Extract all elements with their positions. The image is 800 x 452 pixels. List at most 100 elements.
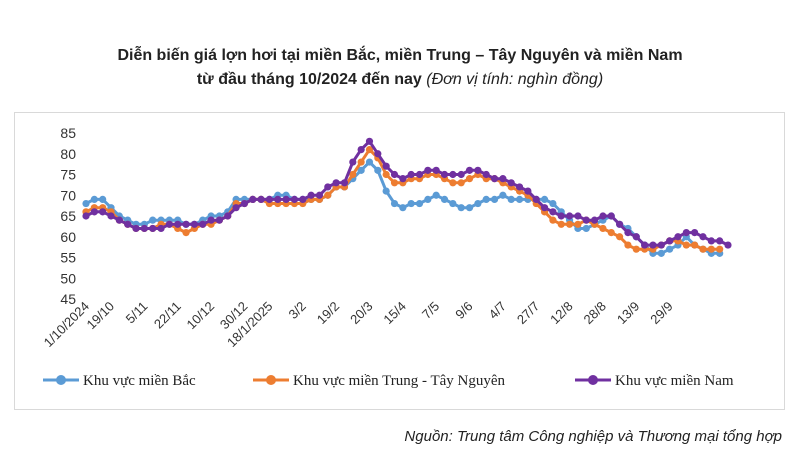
data-point (657, 249, 665, 257)
x-tick-label: 19/10 (84, 299, 118, 333)
data-point (424, 166, 432, 174)
data-point (399, 204, 407, 212)
data-point (82, 199, 90, 208)
x-tick-label: 12/8 (547, 299, 576, 328)
legend-marker-1 (56, 375, 66, 385)
x-tick-label: 19/2 (314, 299, 343, 328)
data-point (549, 208, 557, 216)
data-point (290, 195, 299, 203)
x-tick-label: 13/9 (614, 299, 643, 328)
data-point (465, 175, 474, 183)
data-point (649, 241, 657, 249)
data-point (540, 195, 549, 203)
x-tick-label: 3/2 (286, 299, 309, 322)
data-point (115, 216, 123, 224)
data-point (582, 216, 590, 224)
data-point (524, 187, 532, 195)
chart-title: Diễn biến giá lợn hơi tại miền Bắc, miền… (0, 44, 800, 92)
data-point (599, 212, 607, 220)
data-point (682, 229, 690, 237)
data-point (549, 216, 557, 224)
x-tick-label: 10/12 (184, 299, 218, 333)
data-point (90, 208, 98, 216)
data-point (399, 175, 407, 183)
data-point (249, 195, 257, 203)
data-point (390, 170, 399, 179)
data-point (199, 220, 207, 228)
data-point (549, 199, 557, 208)
data-point (457, 204, 465, 212)
data-point (265, 195, 274, 203)
data-point (599, 224, 607, 233)
y-tick-label: 60 (60, 229, 76, 245)
y-tick-label: 80 (60, 146, 76, 162)
data-point (99, 208, 107, 216)
data-point (449, 170, 457, 179)
data-point (474, 199, 482, 208)
data-point (465, 166, 474, 174)
data-point (457, 179, 465, 187)
data-point (340, 179, 349, 187)
data-point (299, 195, 307, 203)
data-point (240, 199, 249, 208)
x-tick-label: 4/7 (486, 299, 509, 322)
data-point (449, 199, 457, 208)
data-point (565, 220, 574, 228)
data-point (557, 212, 565, 220)
data-point (691, 241, 699, 249)
data-point (557, 220, 565, 228)
y-tick-label: 65 (60, 208, 76, 224)
data-point (324, 183, 332, 191)
data-point (716, 237, 724, 245)
legend-marker-3 (588, 375, 598, 385)
data-point (357, 166, 365, 174)
data-point (624, 241, 632, 249)
data-point (490, 175, 499, 183)
data-point (590, 216, 599, 224)
data-point (707, 237, 715, 245)
x-tick-label: 28/8 (581, 299, 610, 328)
x-tick-label: 20/3 (347, 299, 376, 328)
data-point (365, 158, 374, 166)
data-point (282, 195, 290, 203)
data-point (507, 195, 515, 203)
data-point (574, 212, 582, 220)
data-point (482, 195, 490, 203)
data-point (140, 224, 148, 233)
data-point (190, 220, 198, 228)
data-point (724, 241, 732, 249)
data-point (699, 245, 707, 253)
data-point (440, 170, 449, 179)
data-point (540, 204, 549, 212)
data-point (515, 195, 524, 203)
data-point (616, 220, 624, 228)
data-point (382, 162, 390, 170)
data-point (499, 175, 507, 183)
data-point (365, 137, 374, 145)
source-note: Nguồn: Trung tâm Công nghiệp và Thương m… (404, 428, 782, 445)
data-point (357, 146, 365, 154)
data-point (382, 170, 390, 179)
data-point (716, 245, 724, 253)
data-point (182, 229, 190, 237)
data-point (632, 233, 640, 241)
data-point (515, 183, 524, 191)
data-point (174, 220, 182, 228)
data-point (215, 216, 224, 224)
x-tick-label: 27/7 (514, 299, 543, 328)
data-point (432, 191, 440, 199)
data-point (699, 233, 707, 241)
data-point (415, 170, 424, 179)
y-tick-label: 50 (60, 270, 76, 286)
data-point (449, 179, 457, 187)
chart-title-line2: từ đầu tháng 10/2024 đến nay (Đơn vị tín… (0, 68, 800, 92)
data-point (149, 224, 157, 233)
data-point (616, 233, 624, 241)
y-tick-label: 45 (60, 291, 76, 307)
data-point (124, 220, 132, 228)
data-point (182, 220, 190, 228)
data-point (257, 195, 265, 203)
data-point (490, 195, 499, 203)
data-point (224, 212, 232, 220)
data-point (232, 204, 240, 212)
